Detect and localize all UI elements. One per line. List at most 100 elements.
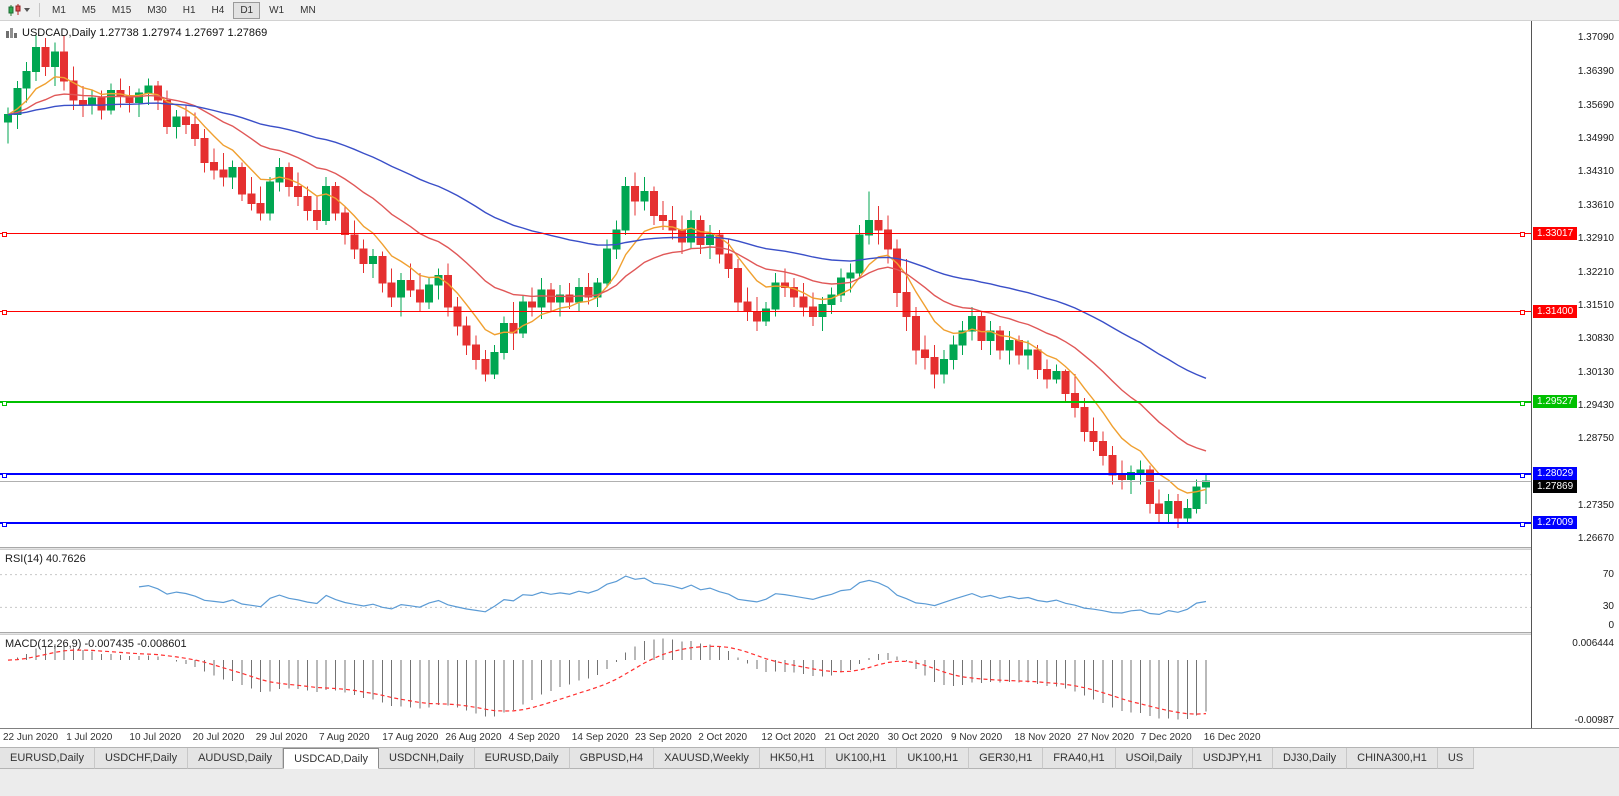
date-tick-label: 7 Dec 2020 bbox=[1140, 732, 1192, 743]
horizontal-line-1.33017[interactable] bbox=[0, 232, 1531, 238]
timeframe-button-h1[interactable]: H1 bbox=[182, 4, 196, 16]
line-drag-handle[interactable] bbox=[1520, 472, 1525, 478]
medium-ma-line bbox=[7, 93, 1207, 452]
timeframe-button-d1[interactable]: D1 bbox=[233, 1, 261, 19]
timeframe-button-h4[interactable]: H4 bbox=[211, 4, 225, 16]
price-tick-label: 1.36390 bbox=[1577, 65, 1614, 77]
date-tick-label: 4 Sep 2020 bbox=[508, 732, 560, 743]
timeframe-toolbar: M1 M5 M15 M30 H1 H4 D1 W1 MN bbox=[0, 0, 1619, 21]
date-tick-label: 26 Aug 2020 bbox=[445, 732, 502, 743]
date-tick-label: 22 Jun 2020 bbox=[3, 732, 59, 743]
line-price-badge: 1.31400 bbox=[1533, 305, 1578, 319]
horizontal-line-1.29527[interactable] bbox=[0, 400, 1531, 406]
chart-tab-usdcnh-daily[interactable]: USDCNH,Daily bbox=[379, 748, 475, 769]
chart-tab-ger30-h1[interactable]: GER30,H1 bbox=[969, 748, 1044, 769]
date-tick-label: 1 Jul 2020 bbox=[66, 732, 113, 743]
time-axis[interactable]: 22 Jun 2020 1 Jul 2020 10 Jul 2020 20 Jul 2… bbox=[0, 728, 1619, 747]
chart-area[interactable]: USDCAD,Daily 1.27738 1.27974 1.27697 1.2… bbox=[0, 21, 1619, 747]
date-tick-label: 10 Jul 2020 bbox=[129, 732, 182, 743]
price-tick-label: 1.27350 bbox=[1577, 500, 1614, 512]
chart-tab-usdjpy-h1[interactable]: USDJPY,H1 bbox=[1192, 748, 1273, 769]
macd-indicator-canvas[interactable] bbox=[0, 635, 1531, 728]
chart-tab-us[interactable]: US bbox=[1437, 748, 1475, 769]
line-price-badge: 1.28029 bbox=[1533, 467, 1578, 481]
line-price-badge: 1.27009 bbox=[1533, 516, 1578, 529]
line-drag-handle[interactable] bbox=[1520, 310, 1525, 316]
chart-tab-audusd-daily[interactable]: AUDUSD,Daily bbox=[188, 748, 284, 769]
chart-tab-eurusd-daily[interactable]: EURUSD,Daily bbox=[474, 748, 570, 769]
price-chart-canvas[interactable] bbox=[0, 21, 1531, 547]
chevron-down-icon bbox=[24, 8, 30, 12]
line-drag-handle[interactable] bbox=[2, 472, 7, 478]
line-price-badge: 1.29527 bbox=[1533, 395, 1578, 409]
price-tick-label: 1.34990 bbox=[1577, 133, 1614, 145]
timeframe-button-m1[interactable]: M1 bbox=[52, 4, 66, 16]
price-tick-label: 1.30830 bbox=[1577, 333, 1614, 344]
chart-tab-usdchf-daily[interactable]: USDCHF,Daily bbox=[94, 748, 189, 769]
chart-tab-fra40-h1[interactable]: FRA40,H1 bbox=[1043, 748, 1116, 769]
chart-tab-china300-h1[interactable]: CHINA300,H1 bbox=[1347, 748, 1438, 769]
chart-tab-gbpusd-h4[interactable]: GBPUSD,H4 bbox=[569, 748, 655, 769]
chart-tab-eurusd-daily[interactable]: EURUSD,Daily bbox=[0, 748, 95, 769]
date-tick-label: 30 Oct 2020 bbox=[887, 732, 943, 743]
price-tick-label: 1.31510 bbox=[1577, 300, 1614, 312]
toolbar-separator bbox=[39, 3, 40, 17]
chart-tab-uk100-h1[interactable]: UK100,H1 bbox=[825, 748, 898, 769]
date-tick-label: 12 Oct 2020 bbox=[761, 732, 816, 743]
chart-tab-bar: EURUSD,Daily USDCHF,Daily AUDUSD,Daily USDC… bbox=[0, 747, 1619, 796]
rsi-axis-label: 70 bbox=[1602, 568, 1614, 580]
chart-type-button[interactable] bbox=[4, 3, 34, 18]
date-tick-label: 18 Nov 2020 bbox=[1014, 732, 1071, 743]
line-drag-handle[interactable] bbox=[1520, 232, 1525, 238]
line-drag-handle[interactable] bbox=[2, 232, 7, 238]
pane-splitter-rsi[interactable] bbox=[0, 547, 1619, 550]
horizontal-line-1.27009[interactable] bbox=[0, 521, 1531, 527]
timeframe-button-m30[interactable]: M30 bbox=[147, 4, 167, 16]
rsi-indicator-canvas[interactable] bbox=[0, 550, 1531, 632]
price-tick-label: 1.28750 bbox=[1577, 432, 1614, 444]
macd-label: MACD(12,26,9) -0.007435 -0.008601 bbox=[5, 638, 187, 650]
line-drag-handle[interactable] bbox=[1520, 521, 1525, 527]
slow-ma-line bbox=[7, 102, 1207, 379]
timeframe-button-mn[interactable]: MN bbox=[300, 4, 316, 16]
chart-tab-usdcad-daily[interactable]: USDCAD,Daily bbox=[283, 748, 380, 769]
current-price-line bbox=[0, 481, 1531, 483]
rsi-axis-label: 30 bbox=[1602, 601, 1614, 613]
date-tick-label: 14 Sep 2020 bbox=[571, 732, 629, 743]
horizontal-line-1.31400[interactable] bbox=[0, 310, 1531, 316]
rsi-line bbox=[138, 575, 1207, 616]
line-drag-handle[interactable] bbox=[2, 310, 7, 316]
price-tick-label: 1.37090 bbox=[1577, 32, 1614, 44]
current-price-badge: 1.27869 bbox=[1533, 480, 1578, 494]
date-tick-label: 21 Oct 2020 bbox=[824, 732, 880, 743]
macd-signal-line bbox=[7, 645, 1207, 715]
date-tick-label: 7 Aug 2020 bbox=[319, 732, 370, 743]
chart-title: USDCAD,Daily 1.27738 1.27974 1.27697 1.2… bbox=[6, 27, 267, 39]
timeframe-button-w1[interactable]: W1 bbox=[269, 4, 285, 16]
price-tick-label: 1.32210 bbox=[1577, 266, 1614, 278]
date-tick-label: 2 Oct 2020 bbox=[698, 732, 748, 743]
chart-tab-xauusd-weekly[interactable]: XAUUSD,Weekly bbox=[654, 748, 760, 769]
chart-tab-hk50-h1[interactable]: HK50,H1 bbox=[759, 748, 826, 769]
rsi-axis-label: 0 bbox=[1608, 620, 1614, 631]
chart-tab-dj30-daily[interactable]: DJ30,Daily bbox=[1272, 748, 1348, 769]
price-tick-label: 1.34310 bbox=[1577, 165, 1614, 177]
price-tick-label: 1.33610 bbox=[1577, 199, 1614, 211]
date-tick-label: 16 Dec 2020 bbox=[1203, 732, 1261, 743]
line-drag-handle[interactable] bbox=[2, 521, 7, 527]
price-axis[interactable]: 1.37090 1.36390 1.35690 1.34990 1.34310 1.336… bbox=[1531, 21, 1619, 728]
timeframe-button-m5[interactable]: M5 bbox=[81, 4, 96, 16]
chart-symbol-icon bbox=[6, 28, 17, 38]
ohlc-values: USDCAD,Daily 1.27738 1.27974 1.27697 1.2… bbox=[22, 27, 268, 39]
timeframe-button-m15[interactable]: M15 bbox=[111, 4, 132, 16]
line-drag-handle[interactable] bbox=[1520, 400, 1525, 406]
price-tick-label: 1.29430 bbox=[1577, 400, 1614, 412]
chart-tab-uk100-h1[interactable]: UK100,H1 bbox=[897, 748, 970, 769]
horizontal-line-1.28029[interactable] bbox=[0, 472, 1531, 478]
chart-tab-usoil-daily[interactable]: USOil,Daily bbox=[1115, 748, 1193, 769]
line-drag-handle[interactable] bbox=[2, 400, 7, 406]
pane-splitter-macd[interactable] bbox=[0, 632, 1619, 635]
price-tick-label: 1.30130 bbox=[1577, 366, 1614, 378]
date-tick-label: 27 Nov 2020 bbox=[1077, 732, 1135, 743]
date-tick-label: 20 Jul 2020 bbox=[192, 732, 245, 743]
